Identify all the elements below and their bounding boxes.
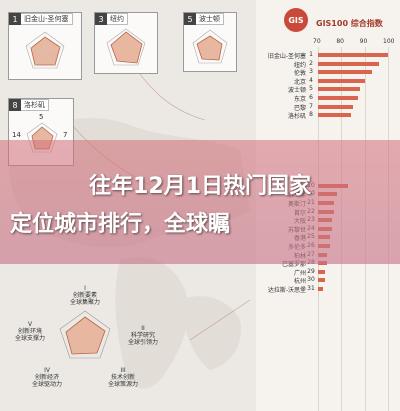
score-bar	[318, 70, 372, 75]
city-label: 达拉斯-沃思堡	[267, 287, 306, 294]
score-bar	[318, 104, 353, 109]
city-label: 伦敦	[293, 70, 306, 78]
city-label: 东京	[293, 96, 306, 103]
city-rank: 6	[309, 94, 313, 101]
city-rank: 4	[309, 76, 313, 84]
score-bar	[318, 96, 358, 100]
radar-chart	[25, 31, 65, 69]
city-label: 杭州	[293, 278, 306, 286]
rank-number: 1	[9, 13, 21, 25]
city-rank: 5	[309, 85, 313, 93]
rank-number: 8	[9, 99, 21, 111]
radar-chart	[106, 28, 146, 66]
city-label: 洛杉矶	[287, 113, 306, 121]
city-name: 纽约	[107, 13, 128, 25]
gis-logo: GIS	[284, 8, 308, 32]
headline-line-2: 定位城市排行，全球瞩	[10, 212, 231, 237]
legend-label-technology-innovation: III 技术创新 全球策源力	[107, 367, 138, 388]
city-name: 波士顿	[196, 13, 224, 25]
city-label: 巴黎	[293, 104, 306, 112]
city-rank: 2	[309, 59, 313, 67]
city-card-boston[interactable]: 5 波士顿	[183, 12, 237, 72]
axis-number: 5	[39, 113, 44, 121]
score-bar	[318, 278, 325, 283]
rank-number: 3	[95, 13, 107, 25]
score-bar	[318, 113, 351, 118]
city-name: 洛杉矶	[21, 99, 49, 111]
score-bar	[318, 287, 323, 291]
legend-label-innovation-economy: IV 创新经济 全球驱动力	[31, 367, 62, 388]
legend-label-innovation-environment: V 创新环境 全球支撑力	[14, 321, 45, 342]
city-rank: 3	[309, 68, 313, 76]
headline-banner	[0, 140, 400, 264]
headline-line-1: 往年12月1日热门国家	[89, 174, 311, 199]
city-rank: 30	[307, 276, 315, 284]
legend-label-innovation-elements: I 创新要素 全球集聚力	[69, 285, 100, 306]
score-bar	[318, 87, 360, 92]
rank-number: 5	[184, 13, 196, 25]
score-bar	[318, 61, 379, 66]
city-name: 旧金山-圣何塞	[21, 13, 73, 25]
axis-tick: 70	[313, 38, 321, 45]
score-bar	[318, 53, 388, 57]
city-label: 北京	[293, 78, 306, 86]
axis-number: 7	[63, 131, 68, 139]
city-label: 波士顿	[287, 87, 306, 95]
city-card-new-york[interactable]: 3 纽约	[94, 12, 158, 74]
city-rank: 31	[307, 285, 315, 292]
axis-tick: 90	[359, 38, 368, 45]
city-label: 旧金山-圣何塞	[267, 53, 306, 60]
legend-label-scientific-research: II 科学研究 全球引领力	[127, 325, 158, 346]
city-rank: 1	[309, 51, 313, 58]
radar-legend: I 创新要素 全球集聚力 II 科学研究 全球引领力 III 技术创新 全球策源…	[8, 285, 163, 403]
radar-chart	[192, 29, 228, 64]
city-label: 巴塞罗那	[281, 261, 306, 269]
score-bar	[318, 269, 325, 274]
city-rank: 29	[307, 267, 315, 275]
city-rank: 8	[309, 111, 313, 119]
city-label: 广州	[293, 269, 306, 277]
legend-radar-chart	[59, 310, 111, 359]
axis-tick: 80	[336, 38, 344, 45]
city-rank: 7	[309, 102, 313, 110]
axis-number: 14	[12, 131, 21, 139]
score-bar	[318, 78, 365, 83]
city-label: 纽约	[293, 61, 306, 69]
ranking-title: GIS100 综合指数	[316, 19, 383, 28]
axis-tick: 100	[383, 38, 395, 45]
city-card-san-francisco[interactable]: 1 旧金山-圣何塞	[8, 12, 82, 80]
